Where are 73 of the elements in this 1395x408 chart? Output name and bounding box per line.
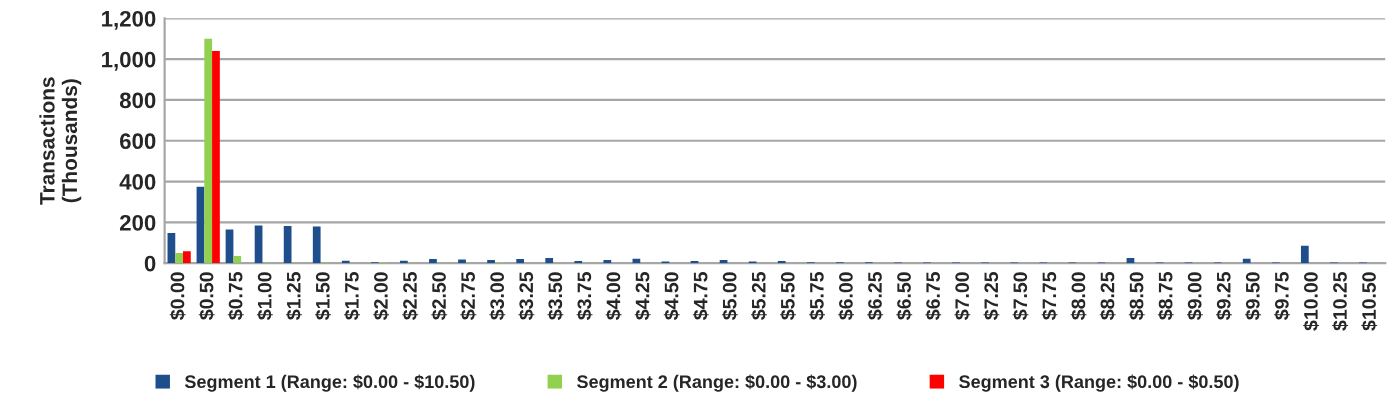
- x-tick-label: $3.75: [576, 272, 593, 320]
- bar: [183, 251, 191, 264]
- x-tick-label: $9.75: [1274, 272, 1290, 320]
- x-tick-label: $0.75: [227, 272, 244, 320]
- bar: [196, 186, 205, 264]
- legend-label: Segment 1 (Range: $0.00 - $10.50): [184, 374, 475, 392]
- x-tick-label: $2.50: [431, 272, 448, 320]
- bar: [574, 261, 583, 264]
- legend-label: Segment 2 (Range: $0.00 - $3.00): [577, 374, 857, 392]
- x-tick-label: $1.50: [315, 272, 331, 320]
- legend-label: Segment 3 (Range: $0.00 - $0.50): [959, 374, 1239, 392]
- x-tick-label: $10.00: [1303, 272, 1320, 331]
- x-tick-label: $1.75: [344, 272, 360, 320]
- x-tick-label: $6.75: [925, 272, 942, 320]
- x-tick-label: $4.75: [692, 272, 709, 320]
- bar: [175, 252, 184, 264]
- bar: [777, 261, 786, 264]
- x-tick-label: $6.00: [838, 272, 855, 320]
- x-tick-label: $6.25: [867, 272, 884, 320]
- x-tick-label: $5.25: [750, 272, 767, 320]
- x-tick-label: $3.50: [547, 272, 564, 320]
- x-tick-label: $5.00: [721, 272, 738, 320]
- bar: [487, 260, 495, 264]
- y-tick-label: 600: [120, 133, 156, 150]
- x-tick-label: $6.50: [896, 272, 913, 320]
- x-tick-label: $9.50: [1245, 272, 1261, 320]
- bar: [1300, 245, 1309, 264]
- bar: [167, 232, 176, 264]
- x-tick-label: $1.00: [256, 272, 273, 320]
- x-tick-label: $7.25: [983, 272, 1000, 320]
- y-tick-label: 800: [119, 92, 156, 109]
- y-tick-label: 0: [144, 255, 156, 272]
- x-tick-label: $3.25: [518, 272, 535, 320]
- y-axis-title: Transactions (Thousands): [39, 77, 82, 205]
- y-tick-label: 1,200: [102, 10, 156, 30]
- x-tick-label: $7.50: [1012, 272, 1029, 320]
- x-tick-label: $10.50: [1361, 272, 1378, 331]
- bar: [212, 51, 220, 264]
- bar: [545, 258, 554, 264]
- x-tick-label: $9.00: [1186, 272, 1203, 320]
- x-tick-label: $8.25: [1099, 272, 1116, 320]
- x-tick-label: $5.75: [809, 272, 825, 320]
- y-tick-label: 200: [119, 214, 156, 231]
- x-tick-label: $7.00: [954, 272, 971, 320]
- x-tick-label: $2.25: [402, 272, 419, 320]
- x-tick-label: $2.75: [460, 272, 477, 320]
- x-tick-label: $10.25: [1332, 272, 1349, 331]
- x-tick-label: $8.00: [1070, 272, 1087, 320]
- bar: [233, 256, 242, 264]
- x-tick-label: $0.00: [169, 272, 186, 320]
- bar: [204, 38, 213, 264]
- bar: [254, 225, 263, 264]
- bar: [603, 260, 612, 264]
- x-tick-label: $3.00: [489, 272, 506, 320]
- y-tick-label: 400: [119, 174, 156, 190]
- bar: [516, 259, 525, 264]
- x-tick-label: $4.50: [663, 272, 680, 320]
- x-tick-label: $5.50: [780, 272, 796, 320]
- bar: [429, 259, 437, 264]
- x-tick-label: $8.75: [1157, 272, 1174, 320]
- x-tick-label: $4.00: [605, 272, 622, 320]
- x-tick-label: $7.75: [1041, 272, 1058, 320]
- y-tick-label: 1,000: [102, 51, 156, 71]
- bar: [458, 259, 466, 264]
- x-tick-label: $8.50: [1128, 272, 1145, 320]
- x-tick-label: $9.25: [1215, 272, 1232, 320]
- x-tick-label: $4.25: [634, 272, 651, 320]
- x-tick-label: $2.00: [373, 272, 390, 320]
- x-tick-label: $0.50: [198, 272, 215, 320]
- bar: [1242, 258, 1251, 264]
- x-tick-label: $1.25: [285, 272, 302, 320]
- bar: [312, 226, 321, 264]
- bar: [283, 226, 292, 264]
